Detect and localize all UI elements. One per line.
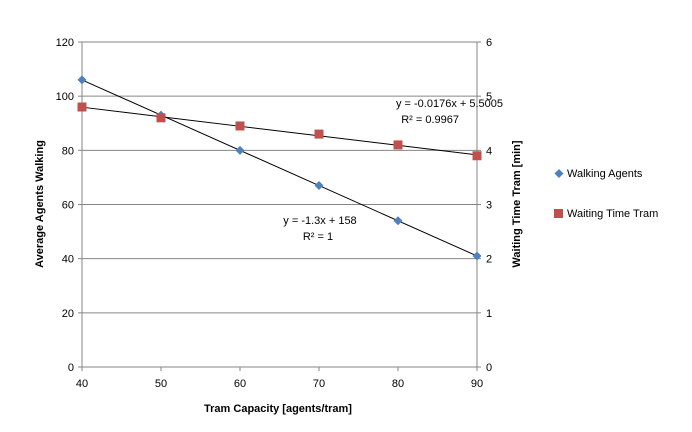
y-tick-label: 20 bbox=[62, 308, 74, 320]
legend-marker-walking bbox=[554, 169, 564, 178]
y2-tick-label: 2 bbox=[486, 254, 492, 266]
x-tick-label: 70 bbox=[313, 378, 325, 390]
y-tick-label: 40 bbox=[62, 254, 74, 266]
data-point-walking bbox=[77, 75, 87, 85]
data-point-walking bbox=[235, 145, 245, 155]
y2-axis-title: Waiting Time Tram [min] bbox=[511, 140, 523, 267]
trendlines bbox=[81, 79, 478, 257]
y2-tick-label: 6 bbox=[486, 37, 492, 49]
trendline-waiting bbox=[81, 106, 478, 156]
y-tick-label: 60 bbox=[62, 200, 74, 212]
y2-tick-label: 5 bbox=[486, 91, 492, 103]
data-point-waiting bbox=[393, 140, 403, 150]
x-axis-title: Tram Capacity [agents/tram] bbox=[204, 403, 352, 415]
data-point-walking bbox=[393, 216, 403, 226]
trendline-equation-waiting: y = -0.0176x + 5.5005 bbox=[396, 98, 503, 110]
y2-tick-label: 1 bbox=[486, 308, 492, 320]
x-tick-label: 40 bbox=[76, 378, 88, 390]
legend-label-walking: Walking Agents bbox=[567, 168, 643, 180]
trendline-r2-waiting: R² = 0.9967 bbox=[401, 114, 459, 126]
legend-label-waiting: Waiting Time Tram bbox=[567, 208, 658, 220]
y-tick-label: 120 bbox=[56, 37, 74, 49]
tick-labels: 0 20 40 60 80 100 120 0 1 2 3 4 5 6 40 50 60 70 80 90 bbox=[56, 37, 492, 390]
trendline-equation-walking: y = -1.3x + 158 bbox=[283, 215, 356, 227]
legend: Walking Agents Waiting Time Tram bbox=[554, 168, 658, 220]
trendline-annotations: y = -0.0176x + 5.5005 R² = 0.9967 y = -1… bbox=[283, 98, 503, 243]
x-tick-label: 80 bbox=[392, 378, 404, 390]
legend-item-walking-agents: Walking Agents bbox=[554, 168, 643, 180]
data-point-walking bbox=[472, 251, 482, 261]
legend-item-waiting-time: Waiting Time Tram bbox=[554, 208, 658, 220]
data-point-waiting bbox=[235, 121, 245, 131]
y-tick-label: 0 bbox=[68, 362, 74, 374]
x-tick-label: 50 bbox=[155, 378, 167, 390]
y2-tick-label: 0 bbox=[486, 362, 492, 374]
data-markers bbox=[77, 75, 482, 261]
data-point-waiting bbox=[156, 113, 166, 123]
x-tick-label: 90 bbox=[471, 378, 483, 390]
data-point-waiting bbox=[472, 151, 482, 161]
y-tick-label: 100 bbox=[56, 91, 74, 103]
y-tick-label: 80 bbox=[62, 145, 74, 157]
legend-marker-waiting bbox=[554, 209, 563, 218]
data-point-waiting bbox=[314, 129, 324, 139]
gridlines bbox=[82, 41, 477, 314]
y2-tick-label: 4 bbox=[486, 145, 492, 157]
trendline-walking bbox=[81, 79, 478, 257]
y2-tick-label: 3 bbox=[486, 200, 492, 212]
y-axis-title: Average Agents Walking bbox=[34, 140, 46, 268]
data-point-walking bbox=[314, 181, 324, 191]
data-point-waiting bbox=[77, 102, 87, 112]
x-tick-label: 60 bbox=[234, 378, 246, 390]
trendline-r2-walking: R² = 1 bbox=[303, 231, 333, 243]
axes bbox=[78, 41, 481, 371]
